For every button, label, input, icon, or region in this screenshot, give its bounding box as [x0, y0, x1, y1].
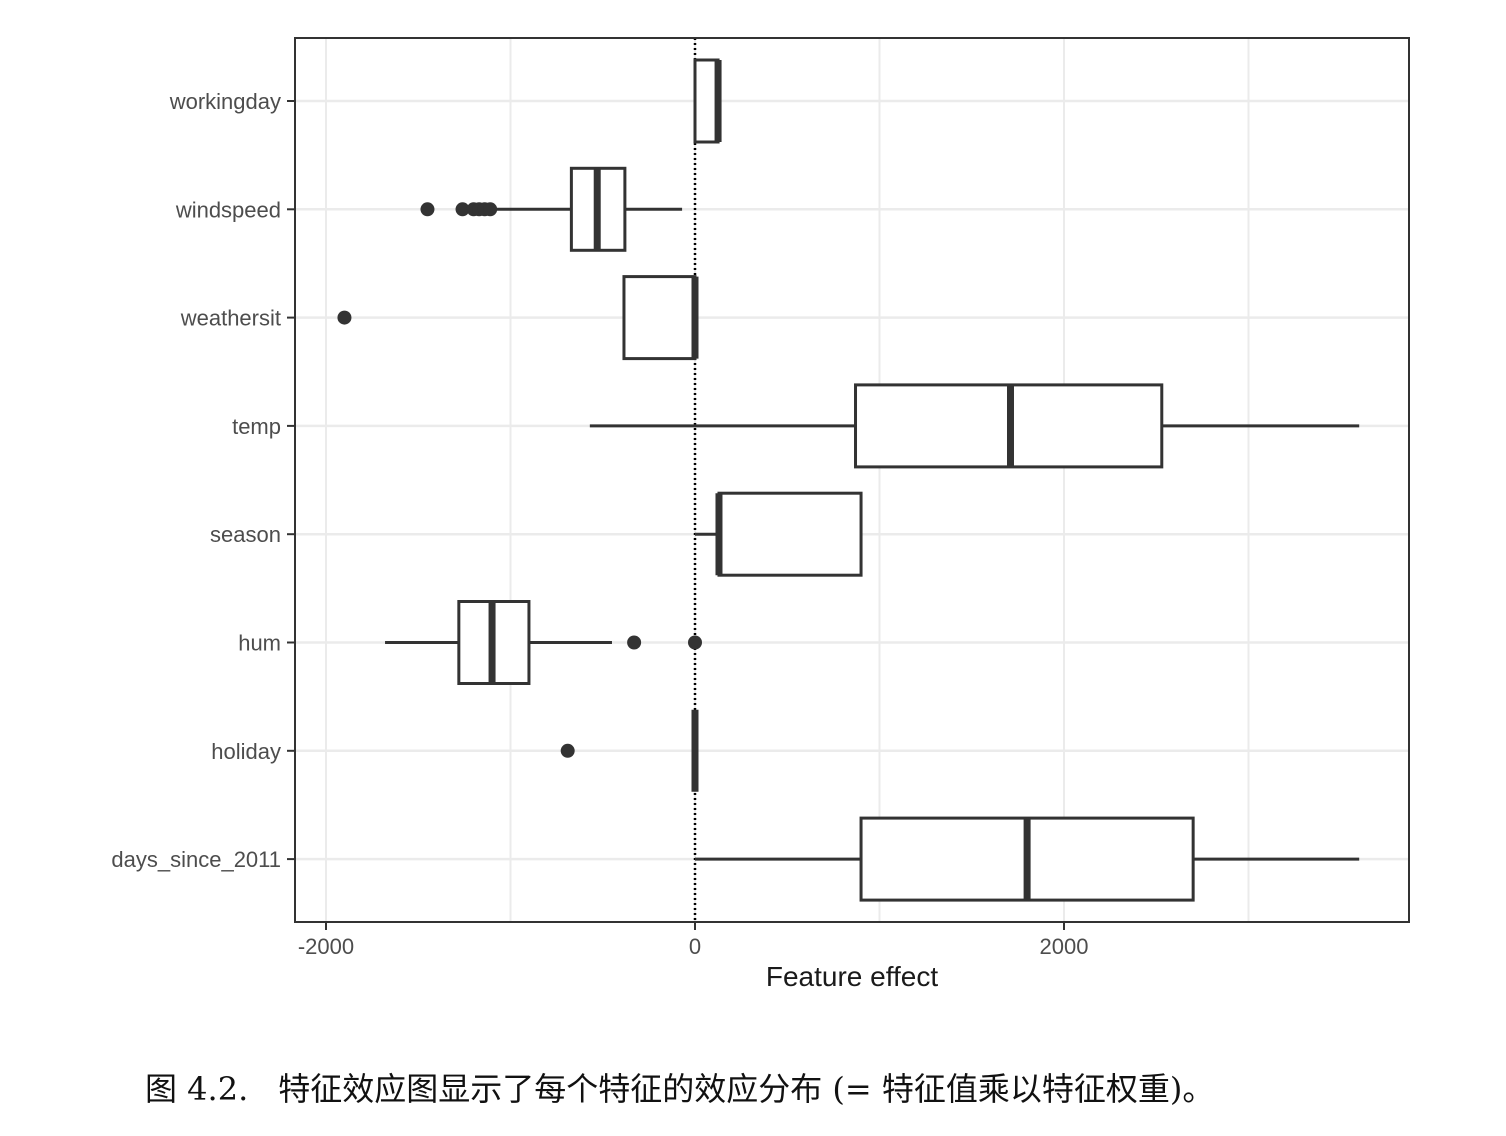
y-tick-label: hum — [238, 631, 281, 656]
box-windspeed — [420, 166, 683, 252]
x-axis-label: Feature effect — [766, 961, 938, 992]
y-tick-label: temp — [232, 414, 281, 439]
y-tick-label: windspeed — [175, 197, 281, 222]
box-hum — [385, 600, 702, 685]
grid-lines — [295, 38, 1409, 922]
caption-label: 图 4.2. — [145, 1070, 249, 1108]
box-season — [695, 491, 863, 577]
outlier-point — [560, 743, 575, 758]
outlier-point — [688, 635, 702, 650]
caption-text: 特征效应图显示了每个特征的效应分布 (= 特征值乘以特征权重)。 — [278, 1070, 1215, 1108]
x-tick-label: -2000 — [298, 934, 354, 959]
outlier-point — [455, 202, 470, 217]
iqr-box — [622, 275, 697, 361]
figure-caption: 图 4.2. 特征效应图显示了每个特征的效应分布 (= 特征值乘以特征权重)。 — [145, 1064, 1214, 1110]
y-tick-label: workingday — [169, 89, 281, 114]
outlier-point — [627, 635, 642, 650]
outlier-point — [420, 202, 435, 217]
box-weathersit — [337, 275, 699, 361]
y-tick-label: holiday — [211, 739, 281, 764]
x-tick-label: 2000 — [1040, 934, 1089, 959]
x-tick-label: 0 — [689, 934, 701, 959]
outlier-point — [483, 202, 498, 217]
y-tick-label: weathersit — [180, 306, 281, 331]
box-temp — [589, 383, 1360, 469]
box-plots — [337, 58, 1360, 902]
iqr-box — [717, 491, 863, 577]
box-workingday — [693, 58, 722, 144]
panel-border — [294, 37, 1410, 923]
axes: workingday windspeed weathersit temp season h… — [111, 89, 1088, 959]
outlier-point — [337, 310, 352, 325]
box-holiday — [560, 709, 699, 792]
feature-effect-boxplot: workingday windspeed weathersit temp season h… — [111, 37, 1410, 992]
y-tick-label: season — [210, 522, 281, 547]
y-tick-label: days_since_2011 — [111, 847, 281, 872]
box-days-since-2011 — [695, 816, 1360, 902]
